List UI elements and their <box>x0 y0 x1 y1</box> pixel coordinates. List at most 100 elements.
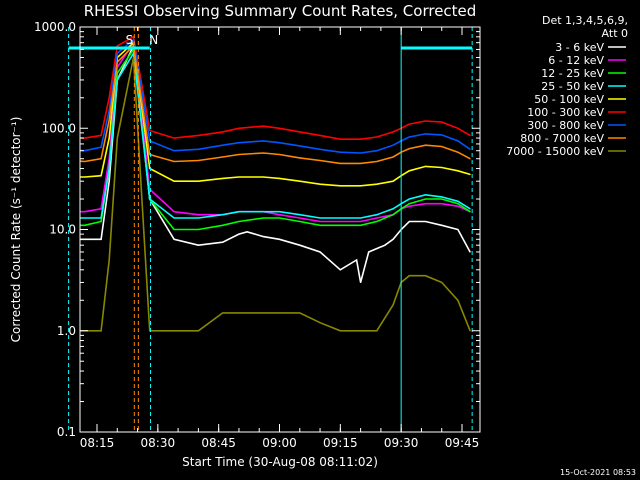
series-2-point-13 <box>299 220 301 223</box>
series-4-point-18 <box>392 180 394 182</box>
series-1-point-17 <box>376 217 378 219</box>
series-6-point-23 <box>457 140 459 142</box>
series-5-point-7 <box>173 137 175 139</box>
series-7-point-15 <box>339 162 341 164</box>
series-6-point-14 <box>319 148 321 150</box>
series-6-point-20 <box>408 136 410 138</box>
series-2-point-2 <box>100 220 102 223</box>
series-8-point-13 <box>299 312 301 314</box>
series-4-point-23 <box>457 170 459 172</box>
x-tick-label-3: 09:00 <box>262 436 297 450</box>
series-4-point-13 <box>299 180 301 182</box>
series-line-2 <box>80 47 471 231</box>
series-3-point-12 <box>278 211 281 213</box>
series-3-point-21 <box>424 194 427 196</box>
y-tick-label-1: 1.0 <box>57 324 76 338</box>
series-0-point-2 <box>100 238 102 240</box>
series-0-point-18 <box>360 281 362 284</box>
series-6-point-3 <box>108 109 110 112</box>
series-1-point-13 <box>299 217 301 219</box>
series-5-point-8 <box>197 134 199 136</box>
series-3-point-14 <box>319 217 321 219</box>
series-2-point-24 <box>469 211 471 213</box>
series-line-4 <box>80 41 471 187</box>
series-8-point-10 <box>238 312 240 314</box>
series-7-point-16 <box>360 162 362 164</box>
series-8-point-14 <box>319 322 321 324</box>
series-3-point-4 <box>116 79 118 81</box>
y-axis-label: Corrected Count Rate (s⁻¹ detector⁻¹) <box>9 117 23 343</box>
series-2-point-16 <box>360 224 362 226</box>
series-0-point-10 <box>238 233 240 235</box>
series-2-point-9 <box>222 224 224 226</box>
series-1-point-2 <box>100 208 102 210</box>
series-1-point-16 <box>360 220 362 223</box>
x-tick-label-5: 09:30 <box>384 436 419 450</box>
x-tick-label-2: 08:45 <box>201 436 236 450</box>
legend-label-3: 25 - 50 keV <box>541 80 604 93</box>
series-0-point-25 <box>441 224 443 226</box>
series-1-point-14 <box>319 220 321 223</box>
series-0-point-19 <box>368 251 370 253</box>
series-3-point-15 <box>339 217 341 219</box>
x-tick-label-0: 08:15 <box>80 436 115 450</box>
x-axis-label: Start Time (30-Aug-08 08:11:02) <box>182 455 378 469</box>
annotation-1: N <box>149 33 158 47</box>
series-7-point-10 <box>238 153 240 156</box>
series-0-point-24 <box>424 220 427 223</box>
legend-label-2: 12 - 25 keV <box>541 67 604 80</box>
series-4-point-14 <box>319 183 321 185</box>
series-line-0 <box>80 42 471 283</box>
series-0-point-9 <box>222 241 224 243</box>
series-4-point-21 <box>424 165 427 167</box>
series-3-point-3 <box>108 167 110 170</box>
series-3-point-1 <box>84 217 86 219</box>
series-line-5 <box>80 35 471 140</box>
series-7-point-12 <box>278 153 281 156</box>
series-4-point-1 <box>84 176 86 178</box>
series-2-point-1 <box>84 224 86 226</box>
series-8-point-23 <box>457 299 459 301</box>
series-4-point-6 <box>149 167 151 170</box>
series-0-point-14 <box>299 244 301 246</box>
series-7-point-2 <box>100 158 102 160</box>
series-8-point-21 <box>424 275 427 277</box>
series-2-point-21 <box>424 198 427 200</box>
series-line-7 <box>80 44 471 165</box>
series-3-point-10 <box>238 211 240 213</box>
series-7-point-5 <box>132 45 135 47</box>
legend-label-8: 7000 - 15000 keV <box>506 145 604 158</box>
series-5-point-21 <box>424 120 427 122</box>
series-7-point-4 <box>116 61 118 63</box>
series-6-point-10 <box>238 142 240 144</box>
x-tick-label-6: 09:45 <box>445 436 480 450</box>
series-5-point-24 <box>469 134 471 136</box>
series-5-point-20 <box>408 123 410 125</box>
series-5-point-6 <box>149 129 151 132</box>
series-0-point-13 <box>278 238 281 240</box>
series-3-point-23 <box>457 200 459 202</box>
series-0-point-16 <box>339 269 341 271</box>
series-8-point-9 <box>222 312 224 314</box>
legend-header-0: Det 1,3,4,5,6,9, <box>542 14 628 27</box>
series-2-point-10 <box>238 220 240 223</box>
series-6-point-9 <box>222 144 224 146</box>
x-tick-label-4: 09:15 <box>323 436 358 450</box>
series-8-point-22 <box>441 281 443 284</box>
series-8-point-17 <box>376 330 378 332</box>
series-3-point-16 <box>360 217 362 219</box>
y-tick-label-2: 10.0 <box>49 223 76 237</box>
series-3-point-24 <box>469 208 471 210</box>
series-4-point-24 <box>469 173 471 176</box>
series-4-point-9 <box>222 177 224 179</box>
series-0-point-15 <box>319 251 321 253</box>
series-7-point-8 <box>197 159 199 162</box>
series-5-point-22 <box>441 121 443 123</box>
series-7-point-3 <box>108 119 110 121</box>
series-6-point-15 <box>339 151 341 153</box>
series-6-point-16 <box>360 152 362 154</box>
legend-label-7: 800 - 7000 keV <box>520 132 604 145</box>
series-2-point-11 <box>262 217 264 219</box>
series-3-point-8 <box>197 217 199 219</box>
series-0-point-21 <box>392 238 394 240</box>
